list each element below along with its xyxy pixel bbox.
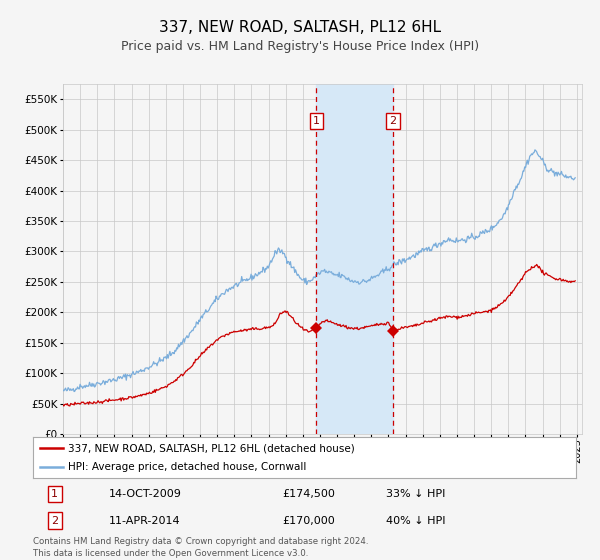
Text: 337, NEW ROAD, SALTASH, PL12 6HL (detached house): 337, NEW ROAD, SALTASH, PL12 6HL (detach… — [68, 444, 355, 453]
Text: Price paid vs. HM Land Registry's House Price Index (HPI): Price paid vs. HM Land Registry's House … — [121, 40, 479, 53]
Text: 1: 1 — [313, 116, 320, 126]
Text: 33% ↓ HPI: 33% ↓ HPI — [386, 489, 445, 499]
Text: 337, NEW ROAD, SALTASH, PL12 6HL: 337, NEW ROAD, SALTASH, PL12 6HL — [159, 20, 441, 35]
Text: £174,500: £174,500 — [283, 489, 335, 499]
Text: 11-APR-2014: 11-APR-2014 — [109, 516, 181, 526]
Bar — [316, 84, 393, 434]
Text: 1: 1 — [51, 489, 58, 499]
Text: HPI: Average price, detached house, Cornwall: HPI: Average price, detached house, Corn… — [68, 462, 307, 472]
Text: £170,000: £170,000 — [283, 516, 335, 526]
Text: Contains HM Land Registry data © Crown copyright and database right 2024.
This d: Contains HM Land Registry data © Crown c… — [33, 537, 368, 558]
Text: 2: 2 — [389, 116, 397, 126]
Text: 40% ↓ HPI: 40% ↓ HPI — [386, 516, 445, 526]
Text: 2: 2 — [51, 516, 58, 526]
Text: 14-OCT-2009: 14-OCT-2009 — [109, 489, 182, 499]
